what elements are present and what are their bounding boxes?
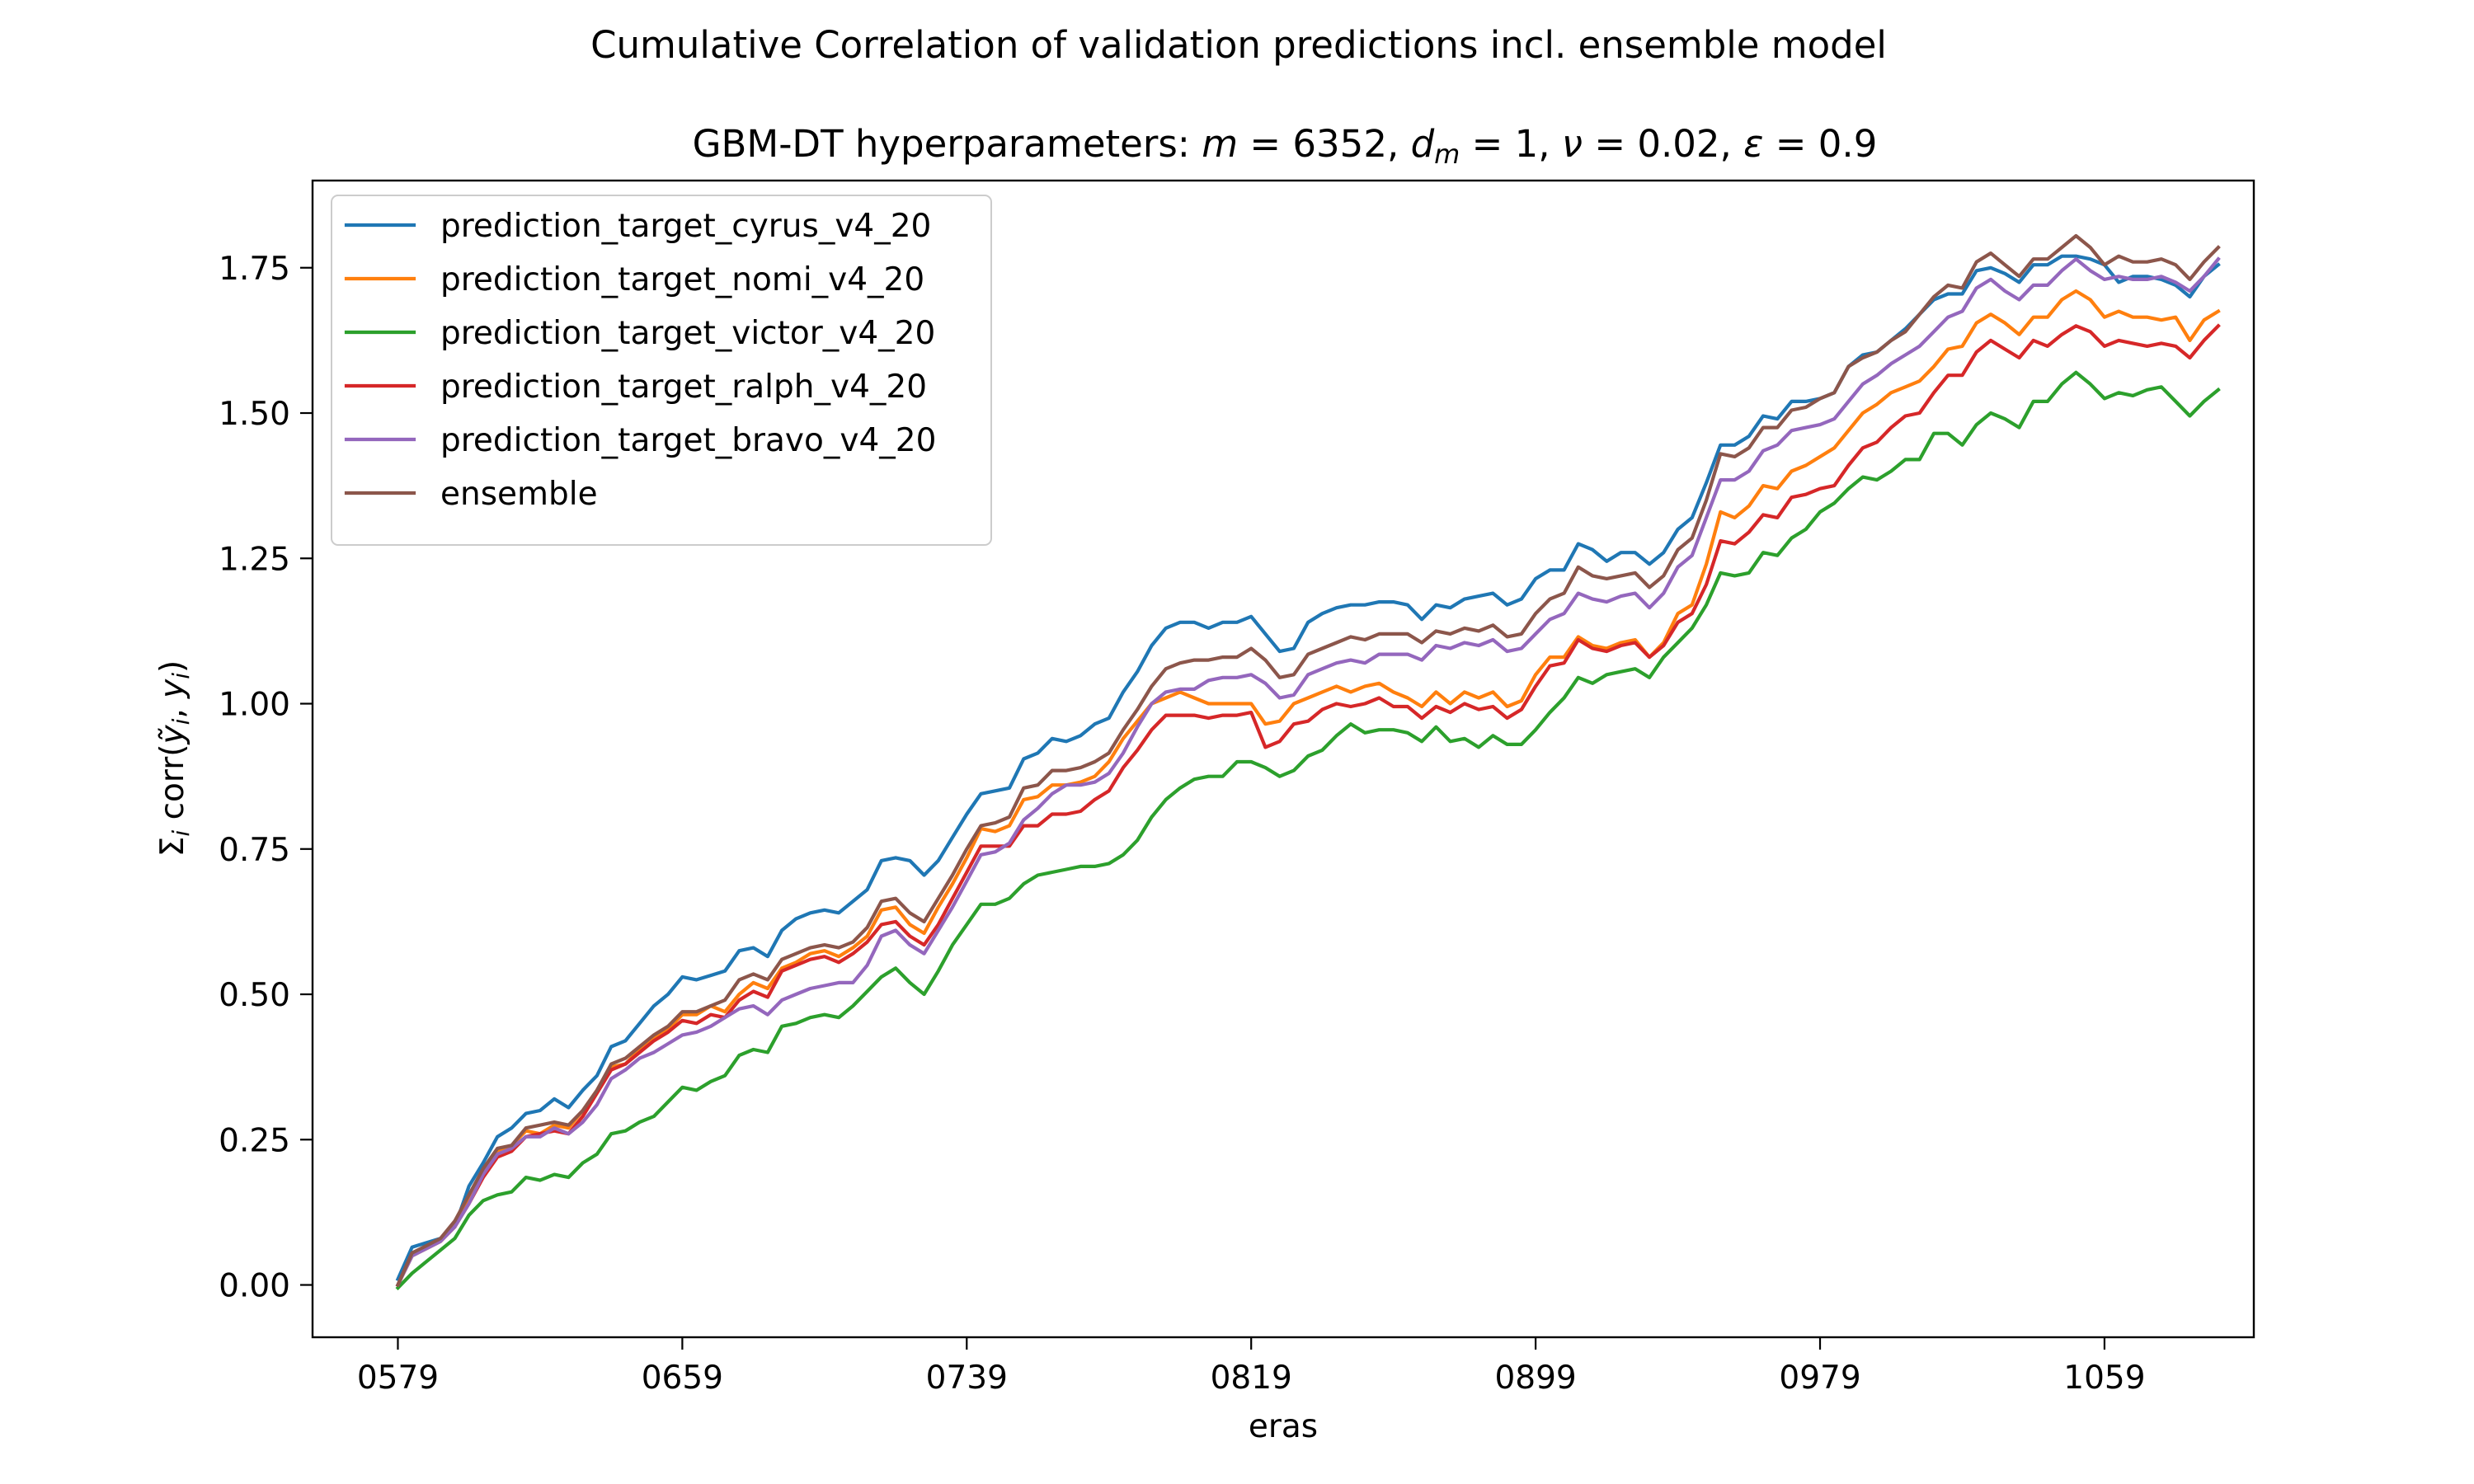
series-line-4 — [395, 323, 2221, 1288]
y-axis-label-part: corr( — [154, 744, 191, 830]
legend-label-5: prediction_target_bravo_v4_20 — [440, 422, 936, 459]
y-axis-label-part: i — [167, 830, 195, 837]
axes-title-prefix: GBM-DT hyperparameters: — [693, 122, 1202, 166]
y-axis-label-part: i — [167, 718, 195, 725]
legend-label-3: prediction_target_victor_v4_20 — [440, 315, 935, 352]
y-tick-label: 0.25 — [219, 1122, 290, 1159]
series-layer — [395, 233, 2221, 1291]
axes-title-value: = 0.9 — [1763, 122, 1877, 166]
y-tick-label: 1.25 — [219, 541, 290, 578]
x-tick-label: 0979 — [1779, 1360, 1860, 1397]
series-line-6 — [395, 233, 2221, 1288]
axes-title-value: = 6352, — [1238, 122, 1410, 166]
x-tick-label: 0819 — [1211, 1360, 1292, 1397]
series-line-3 — [395, 370, 2221, 1291]
y-axis-label: Σi corr(ỹi, yi) — [154, 660, 195, 857]
legend-label-4: prediction_target_ralph_v4_20 — [440, 369, 927, 406]
y-axis-label-part: Σ — [154, 837, 191, 857]
y-tick-label: 0.75 — [219, 832, 290, 869]
axes-title-symbol: d — [1411, 122, 1435, 166]
axes-title-symbol: ν — [1562, 122, 1583, 166]
axes-title-value: = 0.02, — [1583, 122, 1743, 166]
y-axis-label-part: y — [154, 679, 191, 699]
axes-title-subscript: m — [1434, 139, 1460, 170]
x-tick-label: 1059 — [2063, 1360, 2145, 1397]
figure-suptitle: Cumulative Correlation of validation pre… — [590, 23, 1887, 67]
legend: prediction_target_cyrus_v4_20 prediction_… — [331, 195, 992, 546]
x-tick-label: 0739 — [926, 1360, 1008, 1397]
legend-label-6: ensemble — [440, 476, 598, 513]
y-tick-label: 0.00 — [219, 1268, 290, 1305]
series-line-2 — [395, 289, 2221, 1288]
y-axis: 0.00 0.25 0.50 0.75 1.00 1.25 1.50 1.75 — [219, 251, 313, 1305]
axes-title-symbol: m — [1202, 122, 1238, 166]
y-axis-label-part: , — [154, 698, 191, 719]
axes-title: GBM-DT hyperparameters: m = 6352, dm = 1… — [693, 122, 1878, 170]
y-axis-label-part: ỹ — [154, 725, 191, 745]
x-tick-label: 0579 — [357, 1360, 439, 1397]
x-axis: 0579 0659 0739 0819 0899 0979 1059 — [357, 1337, 2146, 1397]
legend-label-2: prediction_target_nomi_v4_20 — [440, 261, 924, 298]
series-line-5 — [395, 256, 2221, 1288]
y-tick-label: 1.50 — [219, 396, 290, 433]
axes-frame — [311, 179, 2255, 1339]
x-tick-label: 0899 — [1494, 1360, 1576, 1397]
y-axis-label-part: i — [167, 673, 195, 679]
y-tick-label: 1.00 — [219, 687, 290, 724]
legend-label-1: prediction_target_cyrus_v4_20 — [440, 208, 931, 245]
y-tick-label: 1.75 — [219, 251, 290, 288]
legend-box — [331, 195, 992, 546]
axes-title-symbol: ε — [1743, 122, 1763, 166]
y-tick-label: 0.50 — [219, 977, 290, 1014]
y-axis-label-part: ) — [154, 660, 191, 673]
x-tick-label: 0659 — [642, 1360, 723, 1397]
axes-title-value: = 1, — [1460, 122, 1562, 166]
x-axis-label: eras — [1249, 1408, 1318, 1445]
